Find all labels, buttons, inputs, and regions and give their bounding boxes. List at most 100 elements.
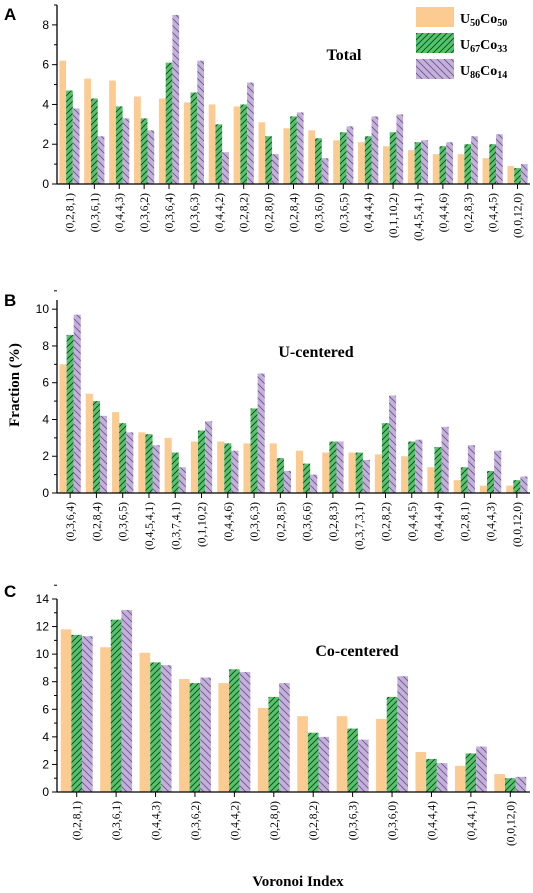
bar-u50co50-7 — [243, 443, 251, 493]
bar-u67co33-1 — [90, 98, 98, 184]
x-tick-label: (0,0,12,0) — [512, 502, 524, 547]
bar-u86co14-10 — [321, 158, 329, 184]
bar-u86co14-8 — [397, 676, 408, 792]
bar-u86co14-13 — [415, 439, 423, 493]
bar-u50co50-16 — [479, 485, 488, 493]
bar-u86co14-15 — [446, 142, 453, 184]
bar-u86co14-18 — [520, 164, 528, 184]
bar-u50co50-10 — [322, 452, 330, 493]
x-tick-label: (0,2,8,3) — [463, 193, 475, 232]
bar-u86co14-1 — [99, 415, 108, 493]
bar-u86co14-12 — [371, 116, 379, 184]
bar-u86co14-4 — [239, 672, 251, 792]
bar-u67co33-5 — [268, 696, 280, 792]
bar-u50co50-6 — [217, 441, 225, 493]
panel-label-a: A — [4, 5, 16, 24]
bar-u50co50-11 — [494, 774, 505, 792]
bar-u67co33-12 — [364, 136, 372, 184]
bar-u86co14-17 — [520, 476, 528, 493]
bar-u50co50-9 — [296, 450, 304, 493]
bar-u67co33-2 — [150, 662, 161, 792]
bar-u67co33-13 — [408, 441, 416, 493]
x-tick-label: (0,3,6,2) — [139, 193, 151, 232]
legend-label-u67co33: U67Co33 — [460, 38, 507, 55]
panel-title: U-centered — [278, 344, 353, 361]
bar-u67co33-6 — [224, 443, 232, 493]
bar-u67co33-5 — [197, 430, 206, 493]
bar-u67co33-18 — [514, 168, 521, 184]
x-tick-label: (0,3,6,3) — [249, 502, 261, 541]
legend-swatch-u50co50 — [416, 7, 454, 27]
bar-u67co33-0 — [66, 334, 74, 493]
y-tick-label: 0 — [42, 785, 49, 799]
y-tick-label: 6 — [42, 58, 49, 72]
bar-u86co14-9 — [296, 112, 304, 184]
x-tick-label: (0,3,6,6) — [302, 502, 314, 541]
bar-u86co14-5 — [205, 421, 213, 493]
bar-u86co14-1 — [97, 136, 105, 184]
bar-u86co14-4 — [178, 467, 186, 493]
bar-u50co50-4 — [218, 683, 230, 792]
bar-u50co50-8 — [376, 718, 387, 792]
bar-u50co50-1 — [100, 647, 111, 792]
y-tick-label: 2 — [42, 449, 49, 463]
x-tick-label: (0,3,6,5) — [338, 193, 350, 232]
bar-u86co14-5 — [279, 683, 290, 792]
bar-u50co50-0 — [59, 60, 67, 184]
x-tick-label: (0,2,8,2) — [239, 193, 251, 232]
x-tick-label: (0,4,4,3) — [114, 193, 126, 232]
bar-u50co50-3 — [138, 432, 146, 493]
y-tick-label: 6 — [42, 376, 49, 390]
bar-u86co14-11 — [362, 459, 370, 493]
legend-swatch-u86co14 — [416, 59, 454, 79]
bar-u86co14-11 — [346, 126, 354, 184]
y-tick-label: 0 — [42, 486, 49, 500]
bar-u67co33-3 — [145, 434, 153, 493]
bar-u50co50-17 — [506, 485, 514, 493]
bar-u67co33-6 — [215, 124, 223, 184]
bar-u86co14-2 — [160, 665, 172, 792]
panel-label-c: C — [4, 582, 16, 601]
bar-u67co33-17 — [489, 144, 497, 184]
bar-u67co33-7 — [240, 104, 248, 184]
y-tick-label: 4 — [42, 412, 49, 426]
bar-u67co33-3 — [140, 118, 148, 184]
x-tick-label: (0,4,4,4) — [427, 801, 439, 840]
bar-u67co33-8 — [265, 136, 272, 184]
bar-u86co14-9 — [310, 474, 318, 493]
x-tick-label: (0,2,8,1) — [64, 193, 76, 232]
bar-u86co14-16 — [494, 450, 502, 493]
bar-u67co33-2 — [115, 106, 123, 184]
legend-swatch-u67co33 — [416, 33, 454, 53]
y-tick-label: 6 — [42, 702, 49, 716]
x-tick-label: (0,4,4,5) — [407, 502, 419, 541]
bar-u50co50-10 — [308, 130, 316, 184]
bar-u86co14-6 — [318, 736, 330, 792]
bar-u86co14-14 — [441, 426, 449, 493]
bar-u67co33-2 — [119, 423, 127, 493]
x-tick-label: (0,4,5,4,1) — [413, 193, 425, 241]
panel-label-b: B — [4, 291, 16, 310]
bar-u50co50-8 — [269, 443, 277, 493]
bar-u50co50-11 — [333, 140, 340, 184]
bar-u67co33-7 — [250, 408, 258, 493]
bar-u67co33-13 — [389, 132, 397, 184]
bar-u86co14-15 — [467, 445, 475, 493]
bar-u67co33-10 — [315, 138, 322, 184]
bar-u67co33-11 — [339, 132, 347, 184]
bar-u50co50-3 — [134, 96, 141, 184]
x-tick-label: (0,4,4,2) — [214, 193, 226, 232]
bar-u86co14-12 — [389, 395, 397, 493]
x-tick-label: (0,2,8,4) — [289, 193, 301, 232]
bar-u86co14-0 — [82, 636, 93, 792]
x-tick-label: (0,3,6,1) — [111, 801, 123, 840]
bar-u50co50-8 — [258, 122, 266, 184]
bar-u86co14-1 — [121, 610, 133, 792]
x-tick-label: (0,1,10,2) — [388, 193, 400, 238]
x-tick-label: (0,4,4,3) — [486, 502, 498, 541]
bar-u67co33-17 — [513, 480, 521, 493]
x-tick-label: (0,4,4,3) — [151, 801, 163, 840]
legend-label-u86co14: U86Co14 — [460, 64, 507, 81]
y-tick-label: 8 — [42, 339, 49, 353]
x-tick-label: (0,1,10,2) — [197, 502, 209, 547]
